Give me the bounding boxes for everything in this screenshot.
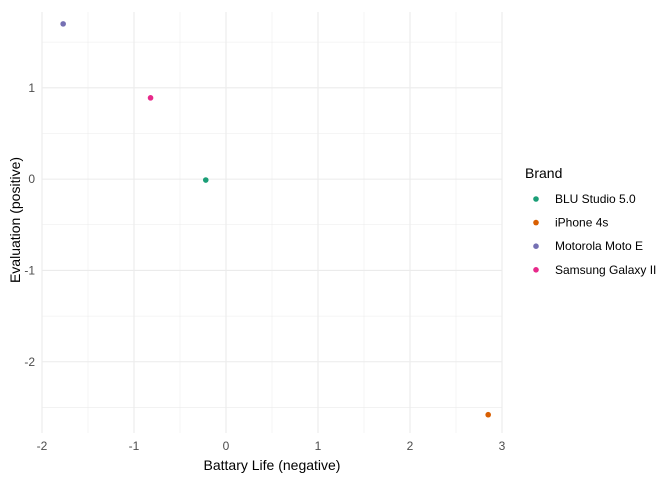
y-tick-label: -2	[24, 355, 35, 369]
y-axis-ticks: -2 -1 0 1	[24, 81, 35, 369]
data-point	[147, 95, 154, 101]
legend-label: iPhone 4s	[555, 216, 608, 230]
legend-title: Brand	[525, 165, 562, 181]
legend-key	[533, 243, 539, 249]
x-axis-title: Battary Life (negative)	[204, 457, 341, 473]
y-tick-label: 1	[28, 81, 35, 95]
legend-label: Samsung Galaxy II	[555, 263, 656, 277]
y-axis-title: Evaluation (positive)	[7, 157, 23, 283]
x-tick-label: -1	[129, 439, 140, 453]
data-point	[485, 411, 492, 418]
x-tick-label: 2	[407, 439, 414, 453]
data-points	[60, 21, 492, 418]
legend-key	[533, 196, 539, 202]
legend: Brand BLU Studio 5.0 iPhone 4s Motorola Mo…	[525, 165, 656, 277]
y-tick-label: -1	[24, 263, 35, 277]
x-axis-ticks: -2 -1 0 1 2 3	[37, 439, 506, 453]
grid	[41, 12, 503, 433]
legend-key	[533, 219, 539, 226]
y-tick-label: 0	[28, 172, 35, 186]
x-tick-label: -2	[37, 439, 48, 453]
data-point	[202, 177, 209, 183]
legend-label: Motorola Moto E	[555, 239, 643, 253]
legend-label: BLU Studio 5.0	[555, 192, 636, 206]
x-tick-label: 1	[315, 439, 322, 453]
x-tick-label: 3	[499, 439, 506, 453]
legend-key	[533, 267, 539, 273]
data-point	[60, 21, 66, 27]
x-tick-label: 0	[223, 439, 230, 453]
